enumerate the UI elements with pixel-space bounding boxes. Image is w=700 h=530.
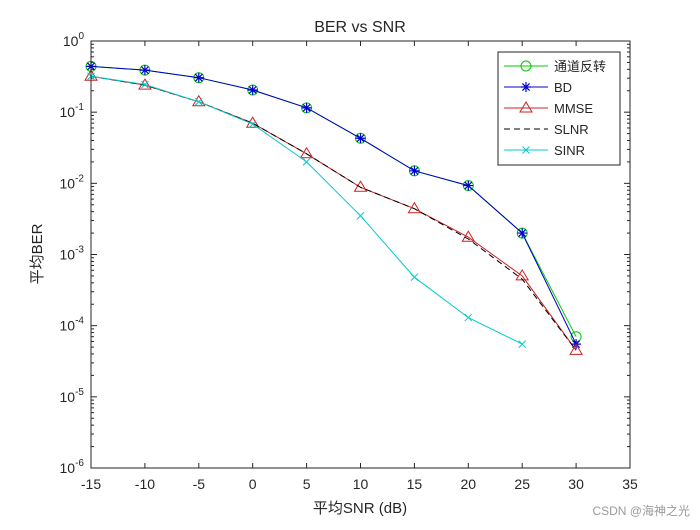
x-tick-label: 10	[353, 476, 369, 492]
series-SINR	[87, 72, 527, 348]
data-point	[519, 101, 533, 113]
data-point	[302, 158, 311, 166]
x-tick-label: 5	[303, 476, 311, 492]
data-point	[410, 273, 419, 282]
data-point	[299, 146, 314, 159]
data-point	[193, 72, 204, 83]
data-point	[139, 65, 150, 76]
data-point	[569, 343, 583, 355]
data-point	[301, 102, 312, 113]
x-tick-label: 0	[249, 476, 257, 492]
series-BD	[86, 61, 582, 350]
x-tick-label: -5	[193, 476, 206, 492]
legend-item: SINR	[504, 143, 585, 158]
series-layer	[84, 60, 583, 355]
data-point	[141, 80, 149, 89]
legend-label: 通道反转	[554, 59, 606, 74]
data-point	[409, 165, 420, 176]
legend-label: BD	[554, 80, 572, 95]
data-point	[522, 146, 530, 154]
legend-item: BD	[504, 80, 572, 95]
data-point	[353, 180, 368, 192]
legend-label: MMSE	[554, 101, 593, 116]
watermark: CSDN @海神之光	[592, 504, 690, 518]
data-point	[247, 84, 258, 95]
y-tick-label: 10-5	[60, 387, 85, 405]
tick-labels: -15 -10 -5 0 5 10 15 20 25 30 35 100 10-1 10-2 10-3 10-…	[60, 31, 638, 492]
y-tick-label: 10-6	[60, 458, 85, 476]
data-point	[520, 60, 532, 72]
y-axis-title: 平均BER	[29, 223, 46, 284]
x-tick-label: 15	[407, 476, 423, 492]
legend-item: SLNR	[504, 122, 589, 137]
data-point	[517, 228, 528, 239]
data-point	[248, 120, 257, 128]
x-tick-label: 30	[568, 476, 584, 492]
data-point	[518, 340, 527, 348]
legend-label: SINR	[554, 143, 585, 158]
x-tick-label: 35	[622, 476, 638, 492]
y-tick-label: 10-3	[60, 245, 85, 263]
series-line	[90, 65, 577, 345]
plot-frame	[90, 40, 631, 469]
data-point	[464, 313, 473, 322]
data-point	[356, 211, 365, 220]
data-point	[521, 82, 531, 92]
y-tick-label: 10-1	[60, 102, 85, 120]
data-point	[461, 230, 476, 242]
data-point	[355, 133, 366, 144]
y-tick-label: 10-4	[60, 316, 85, 334]
legend-item: MMSE	[504, 101, 593, 116]
data-point	[407, 201, 422, 214]
x-tick-label: -10	[135, 476, 155, 492]
x-tick-label: 25	[514, 476, 530, 492]
chart-title: BER vs SNR	[314, 19, 406, 36]
y-tick-label: 10-2	[60, 173, 85, 191]
legend-item: 通道反转	[504, 59, 606, 74]
x-tick-label: -15	[81, 476, 101, 492]
x-axis-title: 平均SNR (dB)	[313, 500, 407, 517]
data-point	[463, 180, 474, 191]
data-point	[194, 97, 203, 106]
legend-label: SLNR	[554, 122, 589, 137]
legend: 通道反转 BD MMSE SLNR SINR	[497, 51, 621, 166]
x-tick-label: 20	[461, 476, 477, 492]
y-tick-label: 100	[63, 31, 85, 49]
